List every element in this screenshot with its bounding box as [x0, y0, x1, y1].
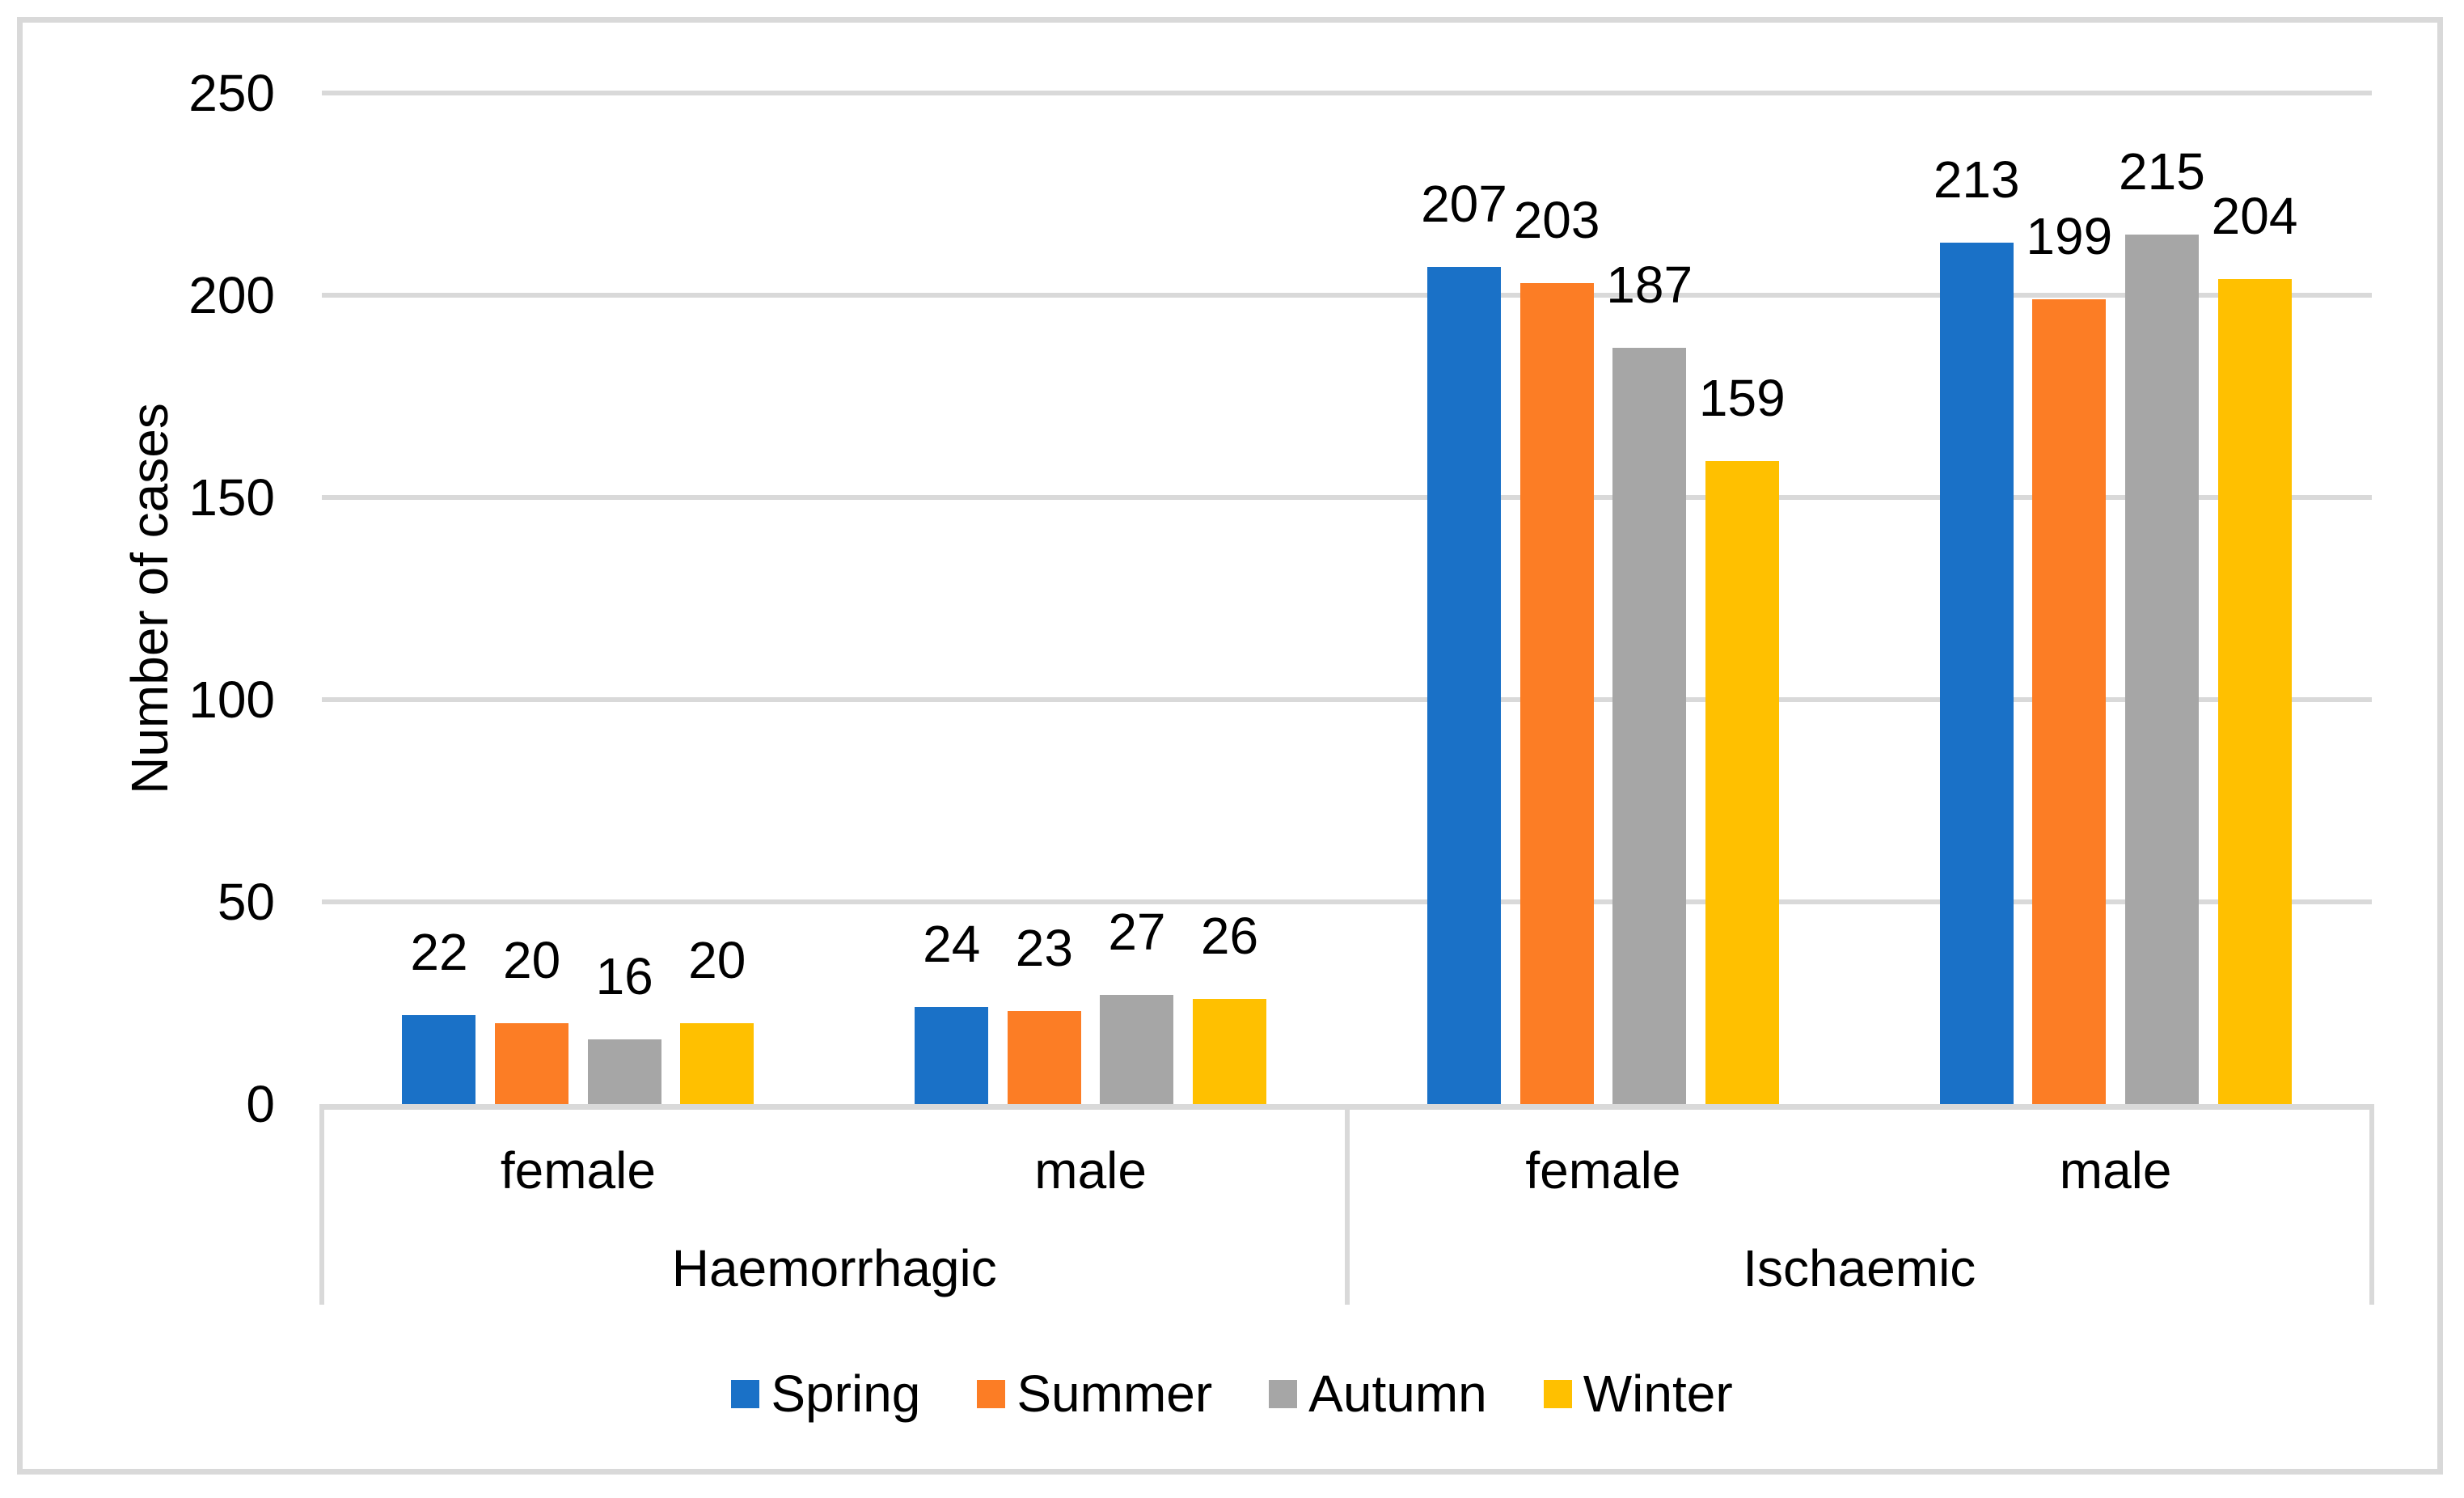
gridline-100: [322, 697, 2372, 702]
legend-swatch-spring: [731, 1379, 760, 1408]
bar-autumn-0: [587, 1039, 661, 1104]
y-tick-label-150: 150: [188, 468, 275, 527]
bar-winter-2: [1705, 461, 1779, 1104]
category-divider-0: [319, 1104, 324, 1305]
bar-autumn-3: [2124, 235, 2199, 1104]
legend-item-autumn: Autumn: [1269, 1368, 1487, 1420]
bar-winter-3: [2217, 279, 2292, 1104]
legend-label-winter: Winter: [1583, 1365, 1733, 1423]
data-label-spring-3: 213: [1933, 150, 2020, 209]
bar-winter-0: [680, 1023, 754, 1104]
data-label-winter-3: 204: [2211, 187, 2298, 245]
category-label-1: male: [1034, 1141, 1147, 1200]
y-tick-label-50: 50: [217, 873, 275, 931]
legend-item-summer: Summer: [977, 1368, 1212, 1420]
category-divider-1: [1344, 1104, 1350, 1305]
data-label-spring-0: 22: [410, 923, 468, 981]
bar-summer-1: [1007, 1011, 1081, 1104]
legend-swatch-summer: [977, 1379, 1006, 1408]
bar-spring-2: [1426, 267, 1501, 1104]
data-label-autumn-2: 187: [1606, 256, 1693, 314]
bar-summer-3: [2032, 299, 2107, 1104]
category-divider-2: [2369, 1104, 2374, 1305]
legend-item-spring: Spring: [731, 1368, 920, 1420]
legend-label-autumn: Autumn: [1308, 1365, 1487, 1423]
data-label-winter-2: 159: [1698, 369, 1786, 427]
bar-autumn-2: [1612, 348, 1687, 1104]
data-label-autumn-3: 215: [2119, 142, 2205, 201]
bar-spring-0: [402, 1015, 476, 1104]
gridline-200: [322, 293, 2372, 298]
legend-label-spring: Spring: [771, 1365, 921, 1423]
category-label-2: female: [1525, 1141, 1681, 1200]
data-label-spring-2: 207: [1421, 175, 1507, 233]
bar-winter-1: [1193, 999, 1267, 1104]
data-label-summer-0: 20: [502, 931, 561, 989]
bar-summer-0: [495, 1023, 569, 1104]
bar-autumn-1: [1100, 995, 1174, 1104]
data-label-winter-0: 20: [688, 931, 746, 989]
bar-summer-2: [1519, 283, 1594, 1104]
group-label-ischaemic: Ischaemic: [1743, 1239, 1976, 1297]
y-tick-label-250: 250: [188, 64, 275, 122]
bar-spring-1: [915, 1007, 989, 1104]
group-label-haemorrhagic: Haemorrhagic: [671, 1239, 997, 1297]
data-label-autumn-0: 16: [595, 947, 653, 1005]
category-label-3: male: [2059, 1141, 2172, 1200]
bar-spring-3: [1939, 243, 2014, 1104]
y-tick-label-200: 200: [188, 266, 275, 324]
gridline-150: [322, 495, 2372, 500]
legend-item-winter: Winter: [1543, 1365, 1733, 1423]
data-label-autumn-1: 27: [1108, 903, 1166, 961]
gridline-250: [322, 91, 2372, 95]
legend: Spring Summer Autumn Winter: [0, 1361, 2464, 1426]
data-label-winter-1: 26: [1200, 907, 1259, 965]
data-label-summer-2: 203: [1513, 191, 1600, 249]
data-label-spring-1: 24: [923, 915, 981, 973]
data-label-summer-1: 23: [1015, 919, 1073, 977]
y-axis-title: Number of cases: [120, 403, 179, 794]
legend-label-summer: Summer: [1016, 1365, 1213, 1423]
category-label-0: female: [500, 1141, 656, 1200]
data-label-summer-3: 199: [2026, 207, 2113, 265]
gridline-50: [322, 899, 2372, 904]
legend-swatch-winter: [1543, 1379, 1572, 1408]
legend-swatch-autumn: [1269, 1379, 1298, 1408]
y-tick-label-100: 100: [188, 671, 275, 729]
y-tick-label-0: 0: [246, 1075, 275, 1133]
